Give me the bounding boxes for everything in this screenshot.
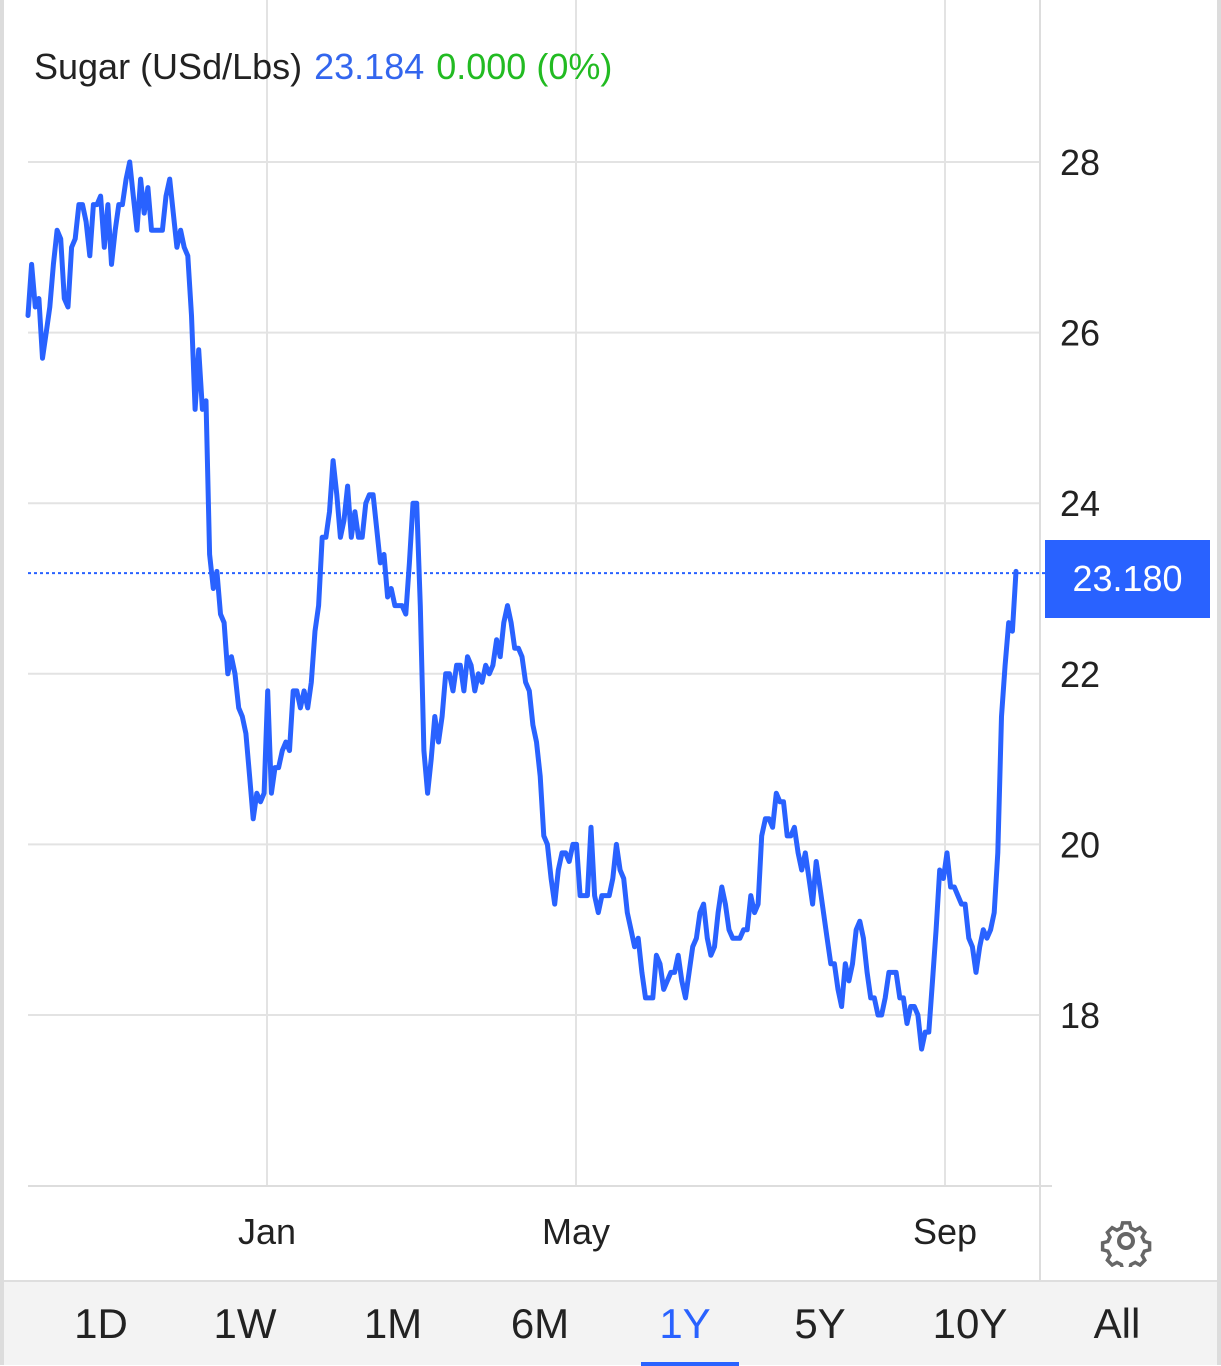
y-tick-label: 26 — [1060, 313, 1100, 354]
instrument-name: Sugar (USd/Lbs) — [34, 46, 303, 87]
y-tick-label: 28 — [1060, 142, 1100, 183]
y-tick-label: 20 — [1060, 824, 1100, 865]
range-all-button[interactable]: All — [1093, 1300, 1141, 1347]
current-price: 23.184 — [314, 46, 425, 87]
price-series-line — [25, 159, 1019, 1052]
chart-header: Sugar (USd/Lbs) 23.184 0.000 (0%) — [34, 46, 624, 88]
y-tick-label: 18 — [1060, 995, 1100, 1036]
range-5y-button[interactable]: 5Y — [794, 1300, 846, 1347]
range-1w-button[interactable]: 1W — [213, 1300, 277, 1347]
range-10y-button[interactable]: 10Y — [932, 1300, 1008, 1347]
gear-icon[interactable] — [1100, 1215, 1152, 1267]
x-tick-label: Jan — [238, 1211, 296, 1252]
last-price-tag: 23.180 — [1045, 540, 1210, 618]
range-1m-button[interactable]: 1M — [363, 1300, 423, 1347]
range-1d-button[interactable]: 1D — [74, 1300, 128, 1347]
active-range-underline — [641, 1362, 739, 1366]
x-tick-label: Sep — [913, 1211, 977, 1252]
range-selector: 1D 1W 1M 6M 1Y 5Y 10Y All — [4, 1280, 1217, 1366]
range-6m-button[interactable]: 6M — [510, 1300, 570, 1347]
x-tick-label: May — [542, 1211, 610, 1252]
price-change: 0.000 (0%) — [436, 46, 613, 87]
y-tick-label: 22 — [1060, 654, 1100, 695]
y-tick-label: 24 — [1060, 483, 1100, 524]
range-1y-button[interactable]: 1Y — [659, 1300, 711, 1347]
